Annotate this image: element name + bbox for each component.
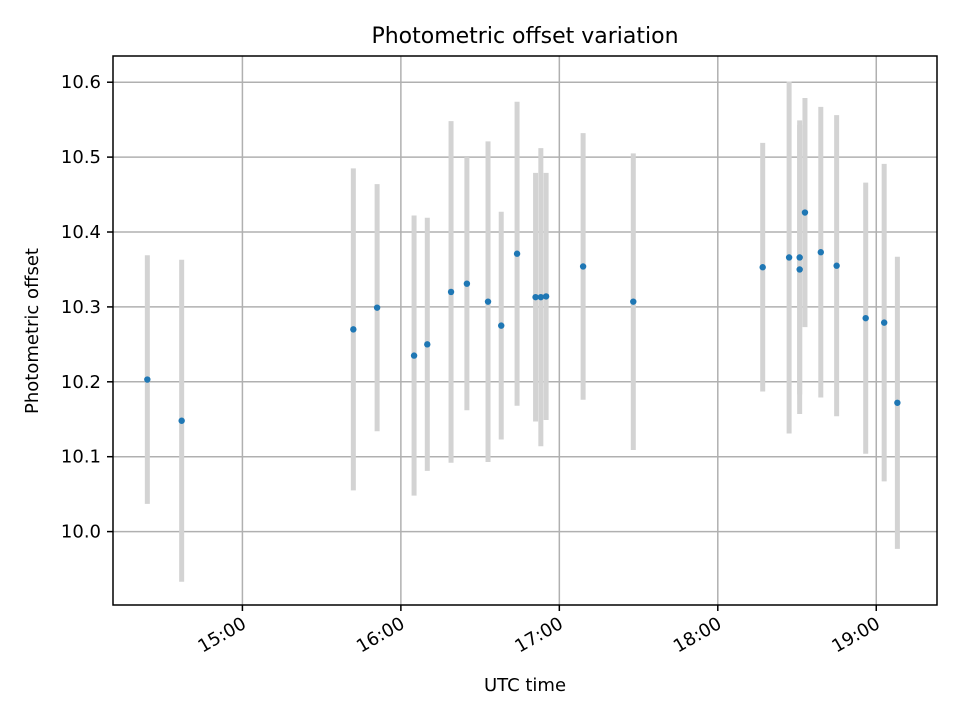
data-point bbox=[817, 249, 824, 256]
y-tick-label: 10.6 bbox=[61, 72, 101, 93]
y-tick-label: 10.2 bbox=[61, 372, 101, 393]
data-point bbox=[833, 262, 840, 269]
data-point bbox=[796, 266, 803, 273]
data-point bbox=[178, 417, 185, 424]
y-tick-label: 10.3 bbox=[61, 297, 101, 318]
data-point bbox=[785, 254, 793, 261]
data-point bbox=[350, 326, 357, 333]
data-point bbox=[532, 293, 539, 301]
plot-frame bbox=[112, 55, 938, 606]
data-point bbox=[542, 293, 550, 300]
data-point bbox=[801, 209, 809, 216]
data-point bbox=[424, 341, 431, 348]
data-point bbox=[410, 352, 418, 359]
data-point bbox=[796, 254, 803, 261]
data-point bbox=[144, 376, 151, 383]
data-point bbox=[537, 293, 545, 301]
y-tick-label: 10.0 bbox=[61, 522, 101, 543]
y-tick-label: 10.5 bbox=[61, 147, 101, 168]
point-layer bbox=[144, 209, 901, 424]
y-tick-label: 10.4 bbox=[61, 222, 101, 243]
data-point bbox=[630, 298, 637, 305]
data-point bbox=[447, 288, 455, 296]
chart-title: Photometric offset variation bbox=[371, 24, 678, 49]
data-point bbox=[579, 263, 587, 270]
x-axis-label: UTC time bbox=[484, 675, 566, 696]
y-tick-label: 10.1 bbox=[61, 447, 101, 468]
data-point bbox=[880, 319, 888, 326]
data-point bbox=[759, 264, 766, 271]
data-point bbox=[463, 280, 471, 287]
data-point bbox=[484, 298, 492, 305]
data-point bbox=[373, 304, 381, 311]
data-point bbox=[894, 399, 901, 406]
data-point bbox=[513, 250, 521, 257]
data-point bbox=[498, 322, 505, 329]
y-axis-label: Photometric offset bbox=[22, 248, 43, 414]
data-point bbox=[862, 314, 869, 322]
